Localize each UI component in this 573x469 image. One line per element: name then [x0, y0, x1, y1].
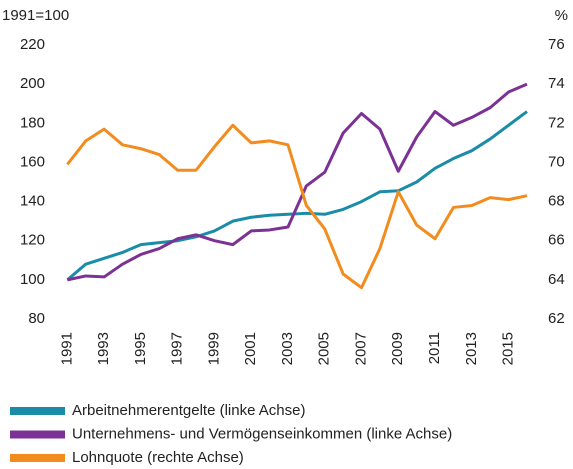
legend-label: Arbeitnehmerentgelte (linke Achse): [72, 402, 305, 419]
legend-swatch: [10, 430, 65, 439]
series-line: [66, 123, 528, 290]
y-axis-label: 1991=100: [2, 7, 69, 24]
legend-label: Unternehmens- und Vermögenseinkommen (li…: [72, 425, 452, 442]
legend-swatch: [10, 454, 65, 462]
series-line: [67, 82, 528, 282]
x-tick-label: 2005: [316, 332, 333, 365]
y2-tick-label: 70: [548, 153, 565, 170]
y2-tick-label: 68: [548, 193, 565, 210]
x-tick-label: 1991: [58, 332, 75, 365]
x-tick-label: 1993: [95, 332, 112, 365]
x-tick-label: 2015: [500, 332, 517, 365]
y-tick-label: 180: [20, 114, 45, 131]
x-tick-label: 1997: [169, 332, 186, 365]
legend-swatch: [10, 407, 65, 415]
y-tick-label: 220: [20, 36, 45, 53]
x-tick-label: 1999: [205, 332, 222, 365]
x-tick-label: 2009: [389, 332, 406, 365]
y2-tick-label: 72: [548, 114, 565, 131]
y2-tick-label: 64: [548, 271, 565, 288]
x-tick-label: 2007: [352, 332, 369, 365]
y2-tick-label: 76: [548, 36, 565, 53]
y-tick-label: 140: [20, 193, 45, 210]
y2-tick-label: 74: [548, 75, 565, 92]
x-tick-label: 2003: [279, 332, 296, 365]
y2-tick-label: 66: [548, 232, 565, 249]
x-tick-label: 2001: [242, 332, 259, 365]
legend-label: Lohnquote (rechte Achse): [72, 449, 244, 466]
y2-axis-label: %: [555, 7, 568, 24]
x-tick-label: 1995: [132, 332, 149, 365]
x-tick-label: 2013: [463, 332, 480, 365]
series-line: [66, 110, 528, 281]
y2-tick-label: 62: [548, 310, 565, 327]
y-tick-label: 120: [20, 232, 45, 249]
y-tick-label: 100: [20, 271, 45, 288]
y-tick-label: 200: [20, 75, 45, 92]
y-tick-label: 160: [20, 153, 45, 170]
y-tick-label: 80: [28, 310, 45, 327]
x-tick-label: 2011: [426, 332, 443, 364]
